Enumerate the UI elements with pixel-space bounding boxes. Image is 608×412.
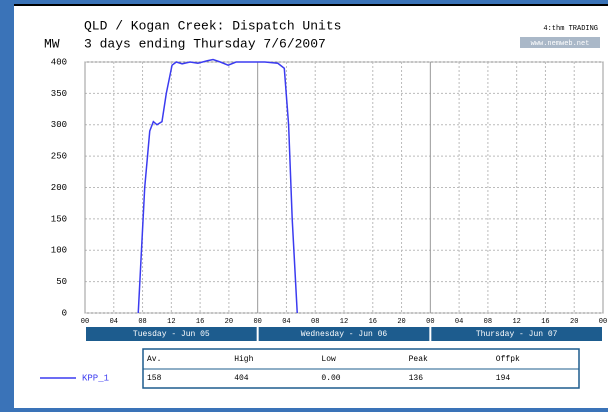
chart-subtitle: 3 days ending Thursday 7/6/2007 [84,36,326,51]
x-tick-label: 16 [369,318,377,326]
x-tick-label: 00 [599,318,607,326]
x-tick-label: 16 [541,318,549,326]
day-band-label: Wednesday - Jun 06 [301,330,388,339]
x-tick-label: 04 [455,318,463,326]
y-tick-label: 0 [62,308,67,318]
day-band [86,327,257,341]
stats-header: Av. [147,355,161,364]
x-tick-label: 12 [512,318,520,326]
brand: 4:thm TRADING [543,25,598,33]
y-tick-label: 200 [51,183,67,193]
y-tick-label: 50 [56,277,67,287]
y-tick-label: 150 [51,214,67,224]
series-line [137,58,298,314]
day-band [431,327,602,341]
stats-header: Offpk [496,355,520,364]
site-box [520,37,600,48]
x-tick-label: 16 [196,318,204,326]
x-tick-label: 20 [225,318,233,326]
x-tick-label: 00 [81,318,89,326]
x-tick-label: 04 [110,318,118,326]
stats-value: 136 [409,374,424,383]
legend-label: KPP_1 [82,373,109,383]
stats-value: 404 [234,374,249,383]
stats-header: Peak [409,355,428,364]
x-tick-label: 08 [484,318,492,326]
x-tick-label: 04 [282,318,290,326]
x-tick-label: 12 [167,318,175,326]
x-tick-label: 00 [253,318,261,326]
x-tick-label: 00 [426,318,434,326]
y-tick-label: 100 [51,246,67,256]
site: www.nemweb.net [531,40,590,48]
y-tick-label: 400 [51,57,67,67]
day-band-label: Thursday - Jun 07 [476,330,558,339]
stats-value: 158 [147,374,162,383]
x-tick-label: 20 [397,318,405,326]
y-axis-label: MW [44,36,60,51]
x-tick-label: 12 [340,318,348,326]
stats-value: 0.00 [321,374,340,383]
stats-header: High [234,355,253,364]
x-tick-label: 20 [570,318,578,326]
chart-title: QLD / Kogan Creek: Dispatch Units [84,18,341,33]
y-tick-label: 250 [51,152,67,162]
day-band-label: Tuesday - Jun 05 [133,330,210,339]
x-tick-label: 08 [311,318,319,326]
day-band [258,327,430,341]
stats-value: 194 [496,374,511,383]
stats-header: Low [321,355,336,364]
y-tick-label: 300 [51,120,67,130]
y-tick-label: 350 [51,89,67,99]
x-tick-label: 08 [138,318,146,326]
